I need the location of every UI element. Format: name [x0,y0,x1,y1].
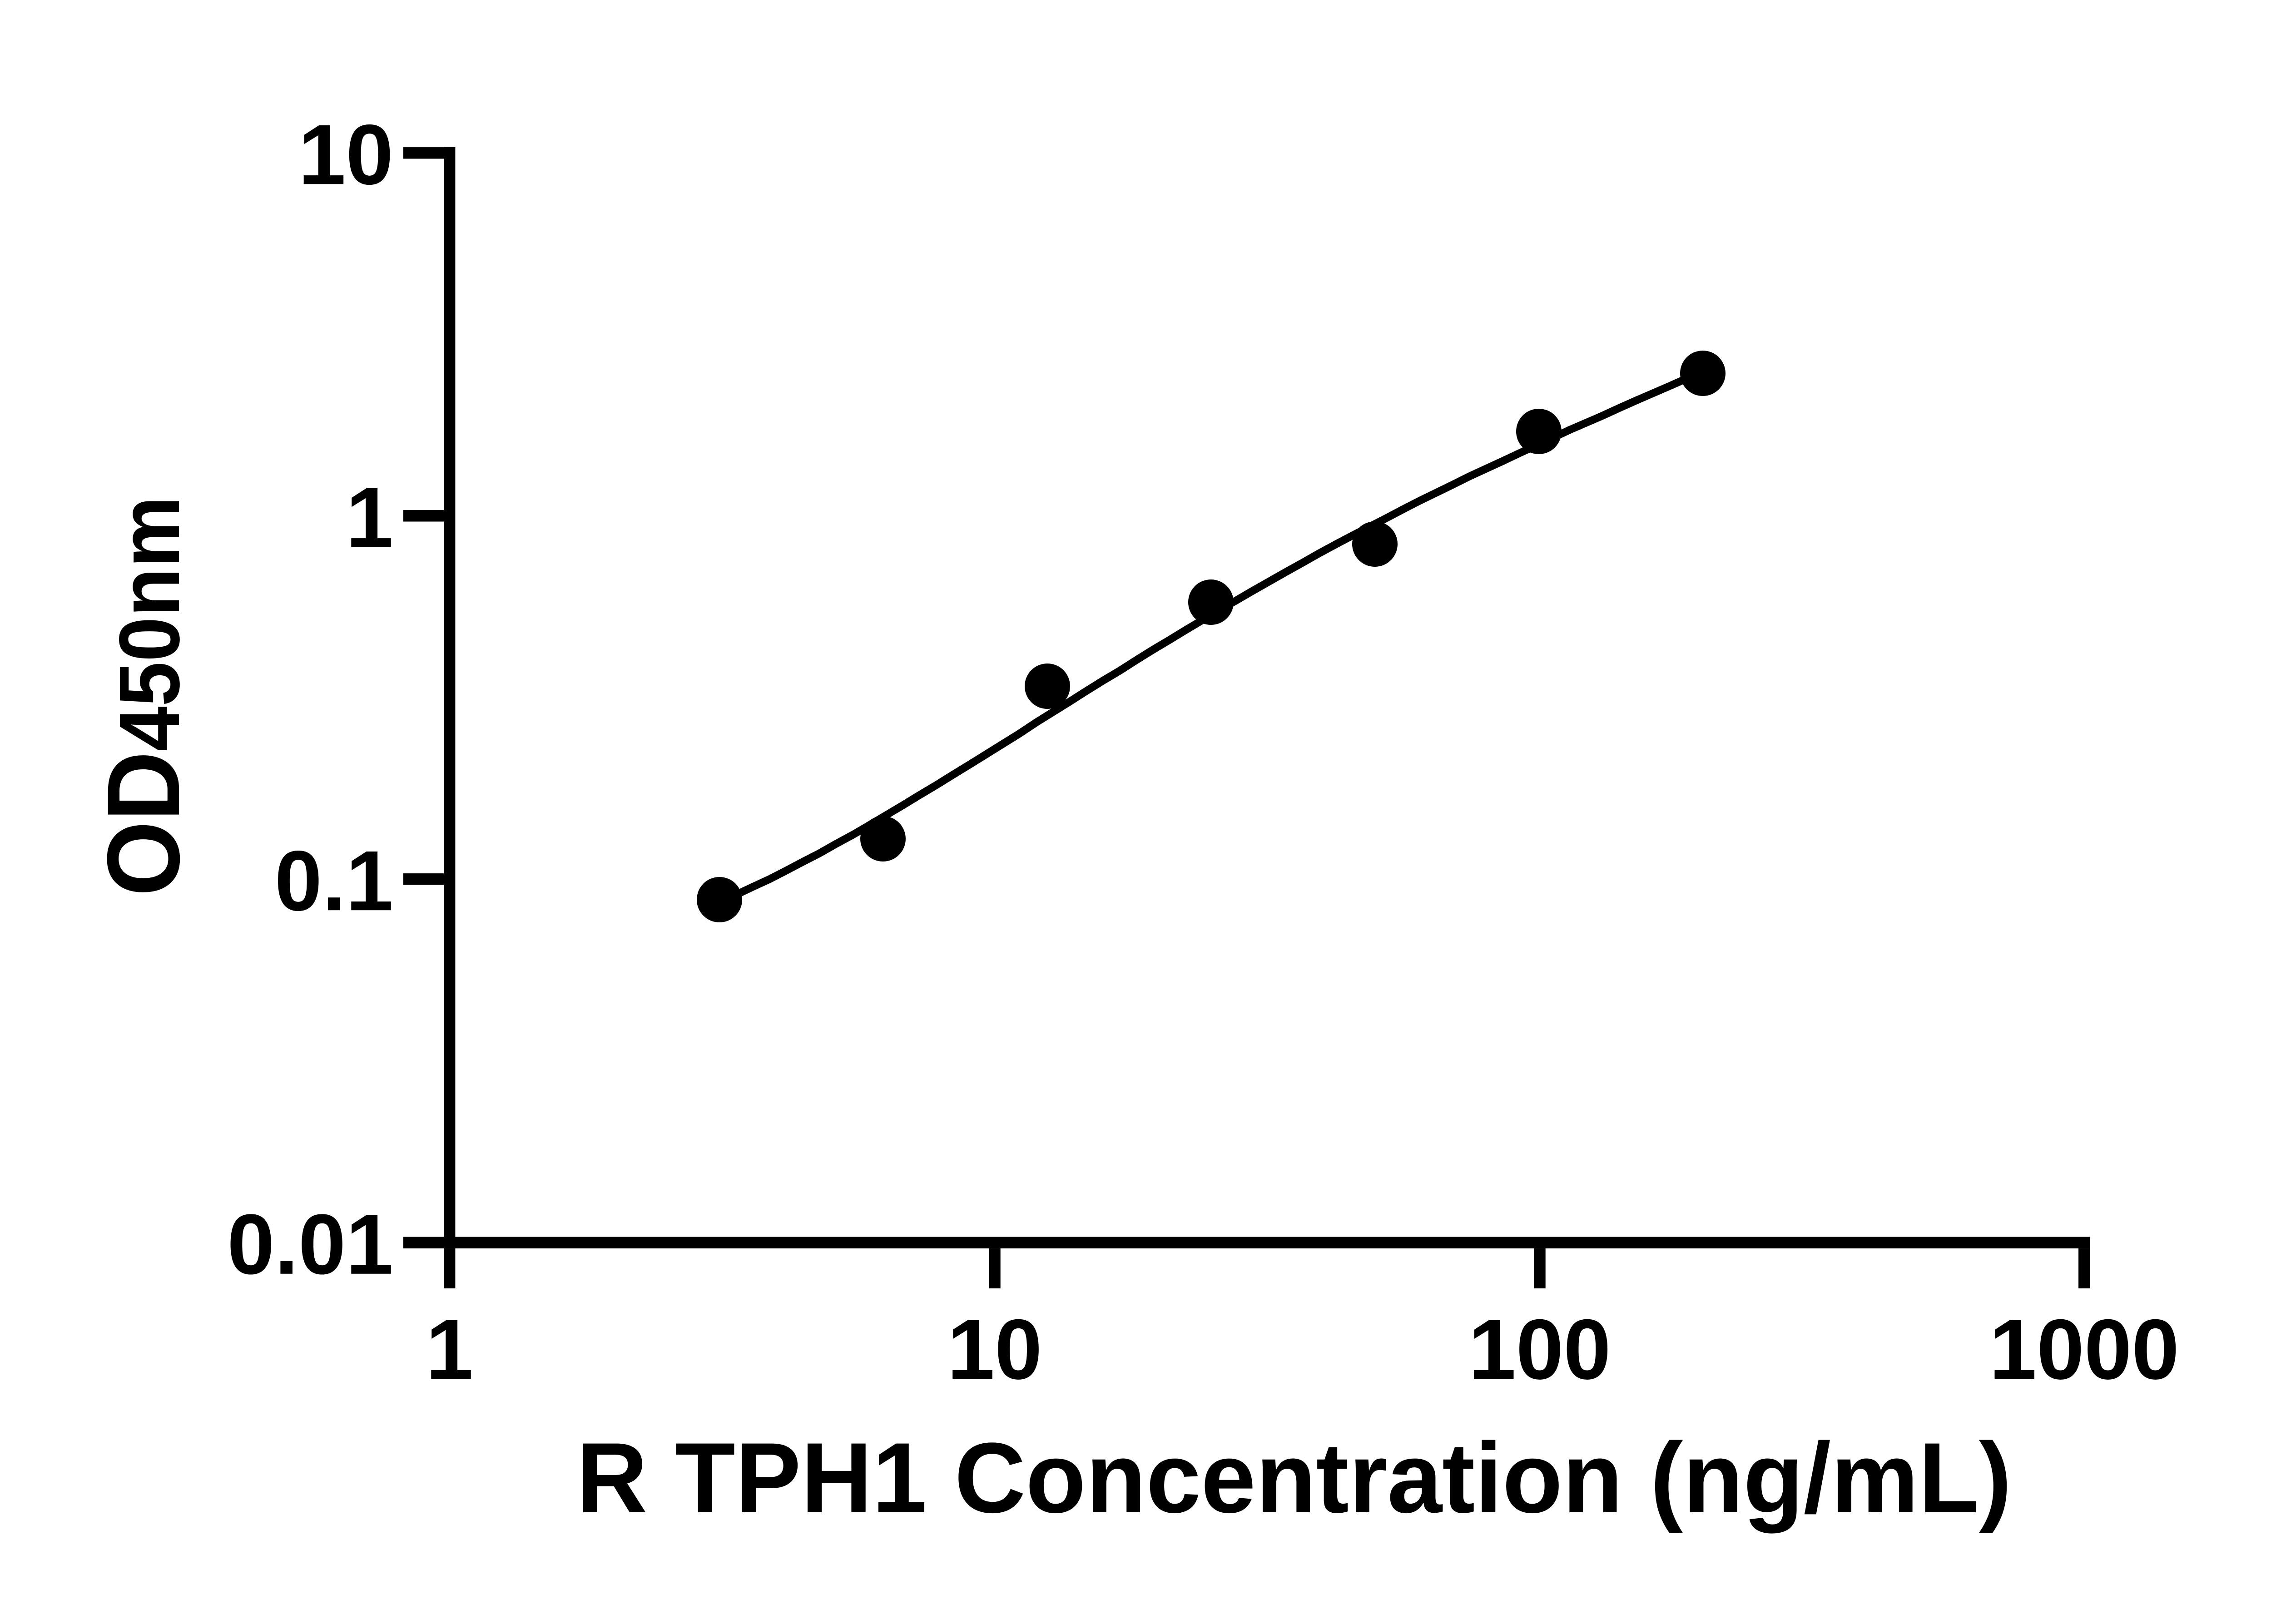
svg-text:1000: 1000 [1989,1302,2179,1397]
svg-text:1: 1 [426,1302,473,1397]
svg-text:1: 1 [346,470,393,565]
svg-text:10: 10 [298,107,393,202]
svg-text:0.01: 0.01 [227,1197,393,1292]
svg-text:100: 100 [1468,1302,1611,1397]
svg-text:10: 10 [947,1302,1042,1397]
svg-text:OD450nm: OD450nm [86,496,201,896]
svg-text:0.1: 0.1 [275,833,393,928]
svg-text:R TPH1 Concentration (ng/mL): R TPH1 Concentration (ng/mL) [576,1422,2012,1534]
